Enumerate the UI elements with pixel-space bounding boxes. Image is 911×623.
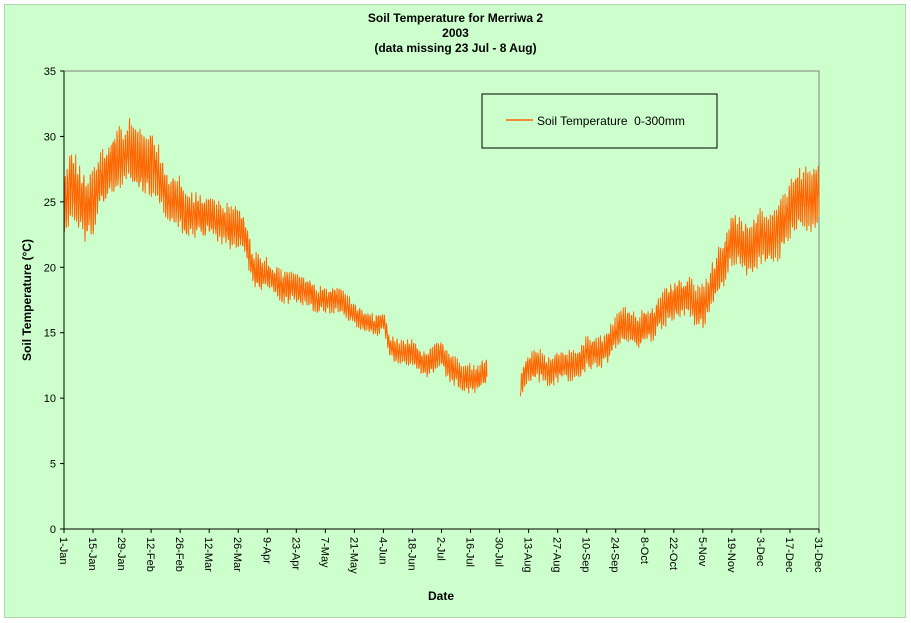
x-tick-label: 12-Feb [144,537,156,572]
chart-title: Soil Temperature for Merriwa 2 [367,11,544,25]
chart-note: (data missing 23 Jul - 8 Aug) [374,41,537,55]
chart-subtitle: 2003 [442,26,469,40]
chart-area [4,4,906,618]
x-tick-label: 29-Jan [115,537,127,571]
x-tick-label: 26-Mar [231,537,243,572]
x-tick-label: 24-Sep [609,537,621,572]
x-axis-title: Date [428,589,454,603]
x-tick-label: 17-Dec [783,537,795,573]
x-tick-label: 22-Oct [667,537,679,570]
x-tick-label: 30-Jul [493,537,505,567]
y-tick-label: 35 [44,66,56,78]
x-tick-label: 12-Mar [202,537,214,572]
x-tick-label: 2-Jul [435,537,447,561]
x-tick-label: 7-May [318,537,330,568]
y-tick-label: 10 [44,393,56,405]
y-tick-label: 25 [44,197,56,209]
x-tick-label: 23-Apr [289,537,301,570]
x-tick-label: 5-Nov [696,537,708,567]
x-tick-label: 8-Oct [638,537,650,564]
series-line-soil-temperature [63,117,488,394]
x-axis: 1-Jan 15-Jan 29-Jan 12-Feb 26-Feb 12-Mar 26-Ma… [57,529,824,574]
series-line-soil-temperature [519,165,820,397]
y-tick-label: 15 [44,328,56,340]
x-tick-label: 3-Dec [754,537,766,567]
legend: Soil Temperature 0-300mm [481,93,718,149]
legend-label: Soil Temperature 0-300mm [537,114,685,128]
y-tick-label: 5 [50,459,56,471]
x-tick-label: 26-Feb [173,537,185,572]
x-tick-label: 27-Aug [551,537,563,572]
series-layer [63,117,820,397]
x-tick-label: 15-Jan [86,537,98,571]
x-tick-label: 4-Jun [376,537,388,565]
x-tick-label: 18-Jun [405,537,417,571]
x-tick-label: 13-Aug [522,537,534,572]
x-tick-label: 19-Nov [725,537,737,573]
x-tick-label: 10-Sep [580,537,592,572]
y-tick-label: 20 [44,262,56,274]
x-tick-label: 21-May [347,537,359,574]
legend-box [481,93,718,149]
x-tick-label: 16-Jul [464,537,476,567]
y-tick-label: 0 [50,524,56,536]
x-tick-label: 31-Dec [812,537,824,573]
x-tick-label: 9-Apr [260,537,272,564]
x-tick-label: 1-Jan [57,537,69,565]
y-axis-title: Soil Temperature (°C) [20,239,34,361]
y-tick-label: 30 [44,131,56,143]
y-axis: 0 5 10 15 20 25 30 35 [44,66,64,536]
